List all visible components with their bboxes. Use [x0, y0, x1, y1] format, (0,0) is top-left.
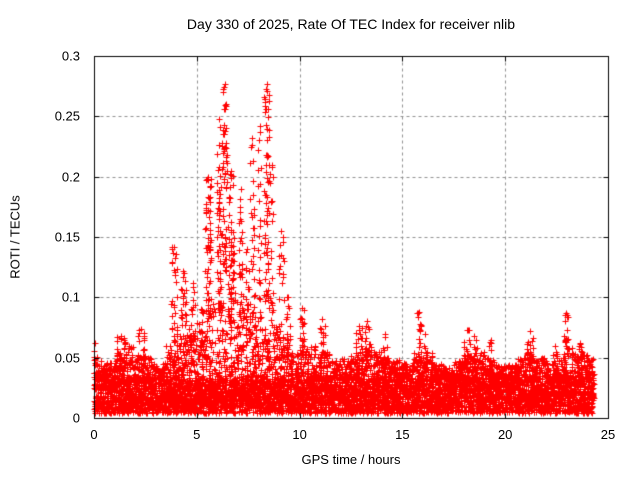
- x-tick-label: 0: [90, 427, 98, 442]
- x-tick-label: 15: [395, 427, 410, 442]
- y-tick-label: 0.1: [61, 289, 80, 305]
- x-axis-label: GPS time / hours: [301, 452, 401, 467]
- x-tick-label: 20: [497, 427, 513, 442]
- y-tick-label: 0: [72, 410, 80, 426]
- x-tick-label: 10: [292, 427, 307, 442]
- chart-title: Day 330 of 2025, Rate Of TEC Index for r…: [186, 16, 516, 32]
- x-tick-label: 25: [600, 427, 616, 442]
- y-tick-label: 0.25: [54, 108, 80, 124]
- y-tick-label: 0.2: [61, 169, 80, 185]
- y-tick-label: 0.15: [54, 229, 80, 245]
- y-tick-label: 0.3: [61, 48, 80, 64]
- y-tick-label: 0.05: [54, 350, 80, 366]
- x-tick-label: 5: [193, 427, 201, 442]
